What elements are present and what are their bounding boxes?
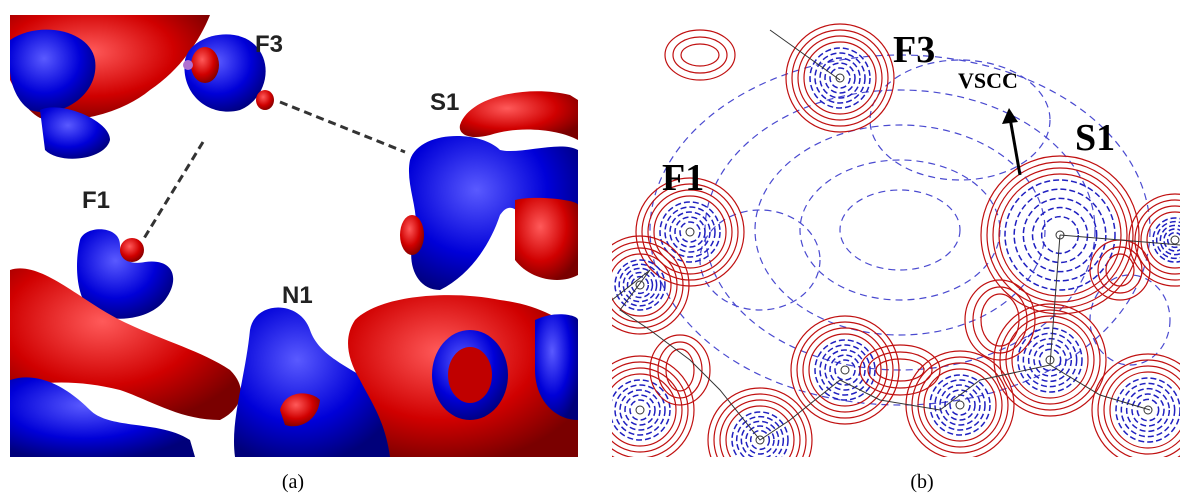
contour: [935, 380, 985, 430]
contour: [700, 210, 820, 310]
contour: [597, 242, 683, 328]
contour: [755, 125, 1045, 335]
contour: [1127, 389, 1170, 432]
atom-label: F3: [255, 31, 283, 58]
contour: [820, 58, 860, 98]
blue-lobe: [40, 107, 110, 158]
contour: [1092, 354, 1191, 466]
contour: [1090, 240, 1150, 300]
contour: [1153, 218, 1191, 262]
atom-label: F1: [82, 187, 110, 214]
contour: [820, 345, 870, 395]
contour: [670, 212, 710, 252]
red-lobe: [400, 215, 424, 255]
atom: [183, 60, 193, 70]
contour: [1157, 222, 1191, 259]
panel-caption: (b): [910, 471, 933, 493]
page: F3 S1 F1 N1 (a) F3 VSCC S1 F1 (b) (() =>…: [0, 0, 1191, 499]
contour: [1160, 225, 1189, 254]
contour: [592, 362, 688, 458]
red-lobe: [191, 47, 219, 83]
contour: [586, 356, 694, 464]
contour: [797, 322, 893, 418]
red-lobe: [515, 198, 578, 280]
contour: [840, 190, 960, 270]
contour: [1168, 233, 1183, 248]
contour: [1121, 383, 1174, 436]
red-lobe: [256, 90, 274, 110]
contact-line: [280, 102, 405, 152]
contour: [680, 222, 700, 242]
atom-label: S1: [1075, 117, 1115, 159]
contour: [835, 360, 855, 380]
contour: [623, 268, 656, 301]
contour: [950, 395, 970, 415]
atom-center: [841, 366, 849, 374]
atom-label: F1: [662, 157, 704, 199]
contour: [610, 380, 670, 440]
contour: [800, 160, 1000, 300]
contour: [666, 349, 694, 391]
contour: [930, 375, 990, 435]
arrow-head: [1002, 108, 1018, 124]
red-lobe: [460, 91, 578, 140]
bond: [1050, 235, 1060, 365]
contour: [912, 357, 1008, 453]
contour: [619, 264, 661, 306]
annotation: VSCC: [958, 68, 1018, 93]
contour: [665, 207, 715, 257]
contour: [1135, 200, 1191, 280]
contour: [815, 340, 875, 400]
atom-center: [1144, 406, 1152, 414]
contour: [786, 24, 894, 132]
contour: [830, 68, 850, 88]
contour: [681, 44, 719, 66]
contour: [1141, 206, 1191, 274]
atom-label: N1: [282, 282, 313, 309]
contour: [792, 30, 888, 126]
atom-label: S1: [430, 89, 459, 116]
atom-center: [686, 228, 694, 236]
atom-center: [1171, 236, 1179, 244]
contour: [620, 390, 660, 430]
contour: [1116, 378, 1180, 442]
contour: [981, 294, 1019, 346]
contour: [1090, 275, 1170, 365]
contour: [603, 248, 677, 322]
contour: [1137, 399, 1158, 420]
contour: [906, 351, 1014, 459]
contour: [650, 335, 710, 405]
panel-a: [10, 15, 578, 457]
panel-b: [586, 24, 1191, 492]
atom-label: F3: [893, 29, 935, 71]
red-lobe: [120, 238, 144, 262]
contour: [591, 236, 689, 334]
contour: [630, 400, 650, 420]
contour: [609, 254, 671, 316]
contour: [705, 90, 1095, 370]
contour: [1104, 366, 1191, 454]
contour: [825, 350, 865, 390]
atom-center: [956, 401, 964, 409]
figure: F3 S1 F1 N1 (a) F3 VSCC S1 F1 (b): [0, 0, 1191, 499]
red-lobe: [448, 347, 492, 403]
atom-center: [636, 406, 644, 414]
contour: [615, 260, 665, 310]
contour: [810, 48, 870, 108]
contact-line: [143, 142, 203, 240]
contour: [658, 342, 702, 398]
arrow: [1010, 118, 1020, 175]
panel-caption: (a): [282, 471, 304, 493]
